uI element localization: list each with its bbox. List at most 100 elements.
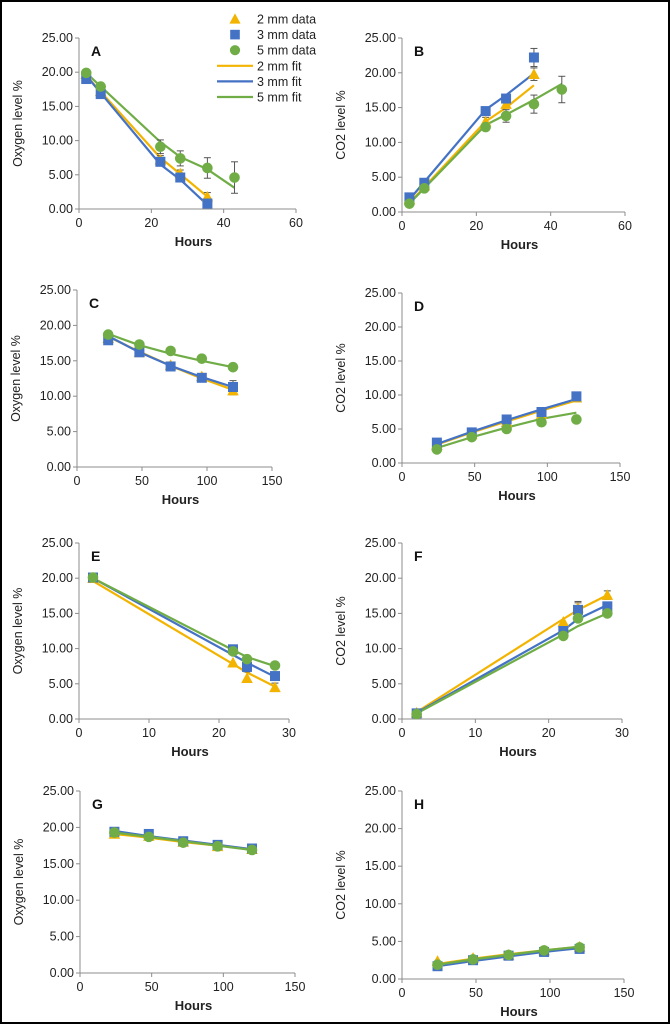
y-tick-label: 25.00 [42,536,73,550]
data-point-mm3 [573,604,583,615]
y-tick-label: 5.00 [372,422,396,436]
x-axis-label: Hours [501,237,539,252]
y-tick-label: 20.00 [365,320,396,334]
fit-line-mm3 [416,604,608,714]
y-tick-label: 10.00 [43,893,74,907]
y-tick-label: 20.00 [365,822,396,836]
x-tick-label: 150 [262,474,283,488]
x-tick-label: 20 [469,219,483,233]
data-point-mm3 [536,407,547,417]
y-tick-label: 20.00 [42,571,73,585]
data-point-mm2 [500,98,512,109]
x-tick-label: 10 [142,726,156,740]
x-tick-label: 40 [544,219,558,233]
y-axis-label: CO2 level % [334,343,348,412]
data-point-mm3 [103,335,114,346]
panel-e: 0.00 5.00 10.00 15.00 20.00 25.00 0 10 20 30 Hours… [11,536,296,759]
data-point-mm5 [602,608,613,619]
data-point-mm5 [95,81,106,92]
data-point-mm5 [501,423,512,435]
x-tick-label: 10 [468,726,482,740]
y-axis-label: Oxygen level % [12,839,26,926]
x-tick-label: 0 [399,726,406,740]
y-tick-label: 0.00 [50,966,74,980]
data-point-mm5 [87,572,99,583]
x-axis-label: Hours [162,492,200,507]
y-tick-label: 25.00 [365,536,396,550]
panel-letter: A [91,43,101,59]
y-tick-label: 15.00 [365,354,396,368]
x-tick-label: 0 [399,986,406,1000]
y-tick-label: 0.00 [372,712,396,726]
legend-label: 3 mm data [257,28,316,42]
x-tick-label: 150 [610,470,631,484]
data-point-mm3 [602,601,613,612]
y-tick-label: 25.00 [43,784,74,798]
fit-line-mm5 [416,612,608,715]
data-point-mm5 [109,827,120,838]
x-tick-label: 100 [213,980,234,994]
data-point-mm5 [269,660,281,671]
y-tick-label: 5.00 [372,170,396,184]
y-tick-label: 20.00 [365,571,396,585]
y-tick-label: 5.00 [50,930,74,944]
data-point-mm5 [241,653,253,665]
x-tick-label: 50 [469,986,483,1000]
y-tick-label: 15.00 [42,99,73,113]
y-tick-label: 10.00 [365,388,396,402]
legend-label: 2 mm data [257,13,316,27]
legend-label: 5 mm fit [257,91,302,105]
data-point-mm5 [500,110,512,122]
panel-letter: B [414,43,424,59]
data-point-mm3 [228,381,238,392]
y-tick-label: 15.00 [40,354,71,368]
y-tick-label: 5.00 [372,677,396,691]
panel-h: 0.00 5.00 10.00 15.00 20.00 25.00 0 50 100 150 Hou… [334,784,634,1019]
x-tick-label: 20 [542,726,556,740]
panel-g: 0.00 5.00 10.00 15.00 20.00 25.00 0 50 100 150 Hou… [12,784,305,1013]
fit-line-mm2 [408,84,535,204]
y-tick-label: 0.00 [372,456,396,470]
data-point-mm2 [601,589,614,600]
y-tick-label: 0.00 [49,202,73,216]
data-point-mm3 [95,89,106,100]
y-axis-label: CO2 level % [334,90,348,159]
data-point-mm5 [202,162,213,174]
y-axis-label: CO2 level % [334,596,348,665]
data-point-mm5 [196,353,208,364]
data-point-mm5 [528,98,540,110]
data-point-mm3 [242,661,252,672]
data-point-mm5 [177,837,189,848]
y-tick-label: 25.00 [40,283,71,297]
x-tick-label: 0 [76,726,83,740]
y-tick-label: 10.00 [42,642,73,656]
panel-a: 0.00 5.00 10.00 15.00 20.00 25.00 0 20 40 60 Hours… [11,31,303,249]
y-tick-label: 5.00 [47,425,71,439]
data-point-mm3 [155,156,166,167]
legend-swatch-mm3-data [230,29,240,40]
legend-label: 3 mm fit [257,75,302,89]
fit-line-mm3 [92,577,276,678]
panel-letter: C [89,295,99,311]
x-tick-label: 30 [615,726,629,740]
data-point-mm5 [480,121,491,133]
panel-letter: H [414,796,424,812]
y-tick-label: 25.00 [365,784,396,798]
data-point-mm5 [574,942,585,953]
y-axis-label: Oxygen level % [11,80,25,167]
y-tick-label: 20.00 [43,820,74,834]
panel-letter: E [91,548,100,564]
data-point-mm3 [404,192,415,203]
x-tick-label: 100 [540,986,561,1000]
y-tick-label: 5.00 [372,934,396,948]
data-point-mm3 [270,671,280,682]
data-point-mm3 [419,177,430,188]
data-point-mm5 [404,198,415,209]
data-point-mm5 [102,329,114,340]
data-point-mm5 [143,831,155,843]
data-point-mm5 [227,361,239,373]
x-axis-label: Hours [171,744,209,759]
fit-line-mm5 [85,72,236,189]
fit-line-mm3 [85,74,209,206]
